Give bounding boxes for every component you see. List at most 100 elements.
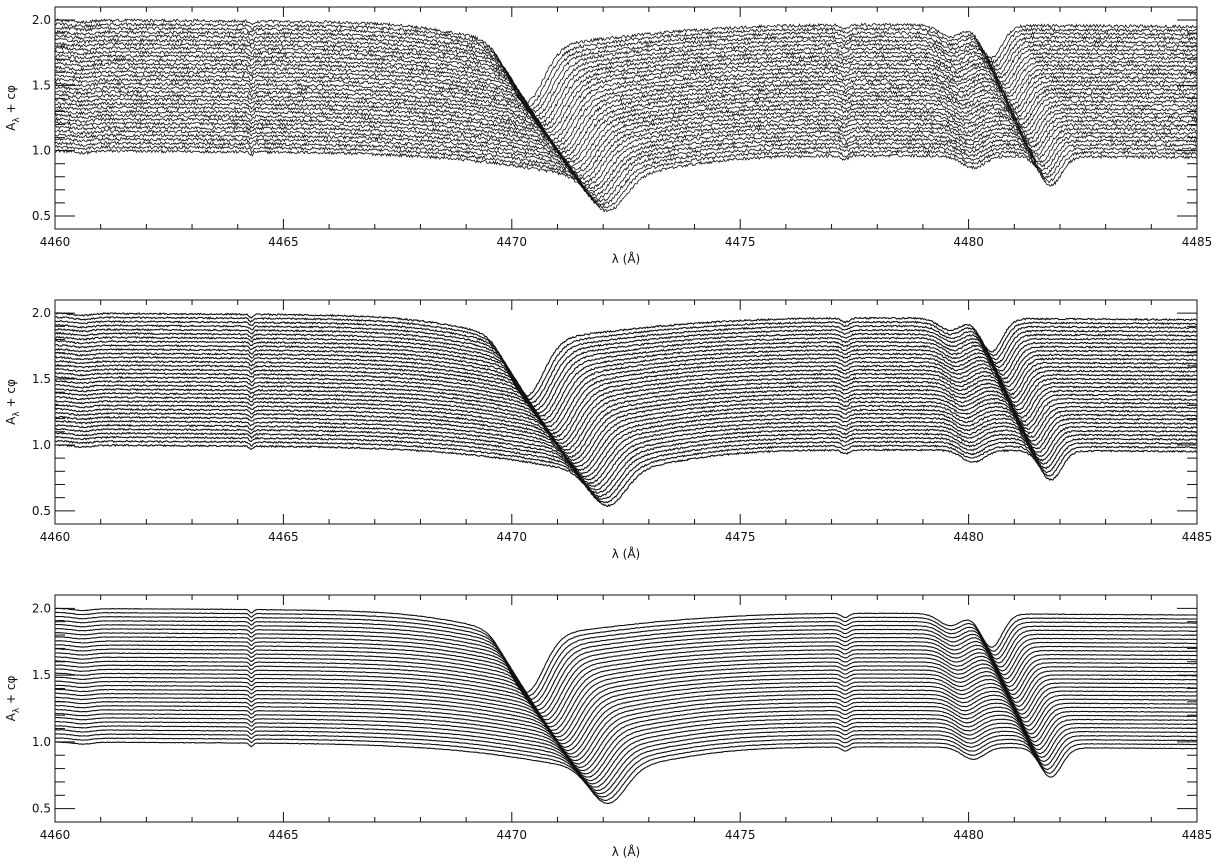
spectrum-line [55,109,1197,181]
spectrum-line [55,631,1197,714]
y-tick-label: 1.5 [32,372,51,386]
spectrum-line [55,104,1197,177]
spectrum-line [55,656,1197,735]
series-group [55,607,1197,804]
y-tick-label: 2.0 [32,601,51,615]
spectrum-line [55,692,1197,765]
x-tick-label: 4475 [725,828,756,842]
spectrum-line [55,352,1197,432]
spectrum-line [55,331,1197,415]
y-axis-label: Aλ + cφ [4,85,22,131]
chart-panel-1: 4460 4465 4470 4475 4480 4485 0.5 1.0 1.5 2.0 λ (Å… [4,6,1213,266]
spectrum-line [55,355,1197,435]
spectrum-line [55,391,1197,465]
plot-frame [54,299,1198,525]
spectrum-line [55,57,1197,137]
spectrum-line [55,611,1197,697]
spectrum-line [55,347,1197,428]
spectrum-line [55,61,1197,141]
chart-panel-2: 4460 4465 4470 4475 4480 4485 0.5 1.0 1.5 2.0 λ (Å… [4,299,1213,561]
spectrum-line [55,712,1197,782]
spectrum-line [55,737,1197,802]
x-axis-label: λ (Å) [612,844,641,859]
spectrum-line [55,676,1197,752]
x-tick-label: 4485 [1182,530,1213,544]
x-tick-label: 4460 [40,530,71,544]
spectrum-line [55,403,1197,475]
spectrum-line [55,93,1197,167]
x-tick-label: 4465 [268,828,299,842]
spectrum-line [55,644,1197,724]
y-tick-label: 2.0 [32,13,51,27]
spectrum-line [55,619,1197,704]
spectrum-line [55,335,1197,418]
spectrum-line [55,443,1197,507]
spectrum-line [55,729,1197,795]
spectrum-line [55,419,1197,488]
x-tick-label: 4475 [725,530,756,544]
spectrum-line [55,623,1197,707]
spectrum-line [55,148,1197,213]
spectrum-line [55,399,1197,472]
spectrum-line [55,684,1197,758]
spectrum-line [55,120,1197,190]
spectrum-line [55,124,1197,194]
spectrum-line [55,720,1197,788]
spectrum-line [55,144,1197,209]
y-tick-label: 2.0 [32,306,51,320]
spectrum-line [55,427,1197,495]
spectrum-line [55,627,1197,711]
spectrum-line [55,69,1197,149]
spectrum-line [55,18,1197,105]
y-tick-label: 1.0 [32,735,51,749]
x-tick-label: 4465 [268,530,299,544]
y-axis-label: Aλ + cφ [4,379,22,425]
x-tick-label: 4470 [497,235,528,249]
spectrum-line [55,315,1197,401]
spectrum-line [55,741,1197,804]
spectrum-line [55,327,1197,411]
y-tick-label: 0.5 [32,802,51,816]
spectrum-line [55,708,1197,778]
plot-frame [54,594,1198,823]
spectrum-line [55,53,1197,135]
x-tick-label: 4460 [40,828,71,842]
chart-panel-3: 4460 4465 4470 4475 4480 4485 0.5 1.0 1.5 2.0 λ (Å… [4,594,1213,859]
spectrum-line [55,112,1197,184]
x-axis-label: λ (Å) [612,251,641,266]
spectrum-line [55,435,1197,500]
spectrum-line [55,359,1197,439]
x-tick-label: 4485 [1182,828,1213,842]
spectrum-line [55,85,1197,160]
spectrum-line [55,343,1197,425]
spectrum-line [55,41,1197,125]
spectrum-line [55,311,1197,398]
spectrum-line [55,319,1197,405]
spectrum-line [55,371,1197,449]
y-axis-label: Aλ + cφ [4,676,22,722]
spectrum-line [55,431,1197,498]
x-tick-label: 4485 [1182,235,1213,249]
spectrum-line [55,652,1197,731]
spectrum-line [55,25,1197,111]
spectrum-line [55,636,1197,718]
spectrum-line [55,37,1197,120]
spectrum-line [55,700,1197,772]
spectrum-line [55,407,1197,479]
spectrum-line [55,607,1197,694]
spectrum-line [55,133,1197,200]
spectrum-line [55,339,1197,421]
y-tick-label: 1.0 [32,438,51,452]
spectrum-line [55,97,1197,170]
x-tick-label: 4465 [268,235,299,249]
x-tick-label: 4480 [953,530,984,544]
spectrum-line [55,49,1197,131]
spectrum-line [55,423,1197,491]
spectrum-line [55,615,1197,700]
spectrum-line [55,22,1197,108]
spectrum-line [55,725,1197,792]
spectrum-line [55,29,1197,114]
spectrum-line [55,136,1197,203]
